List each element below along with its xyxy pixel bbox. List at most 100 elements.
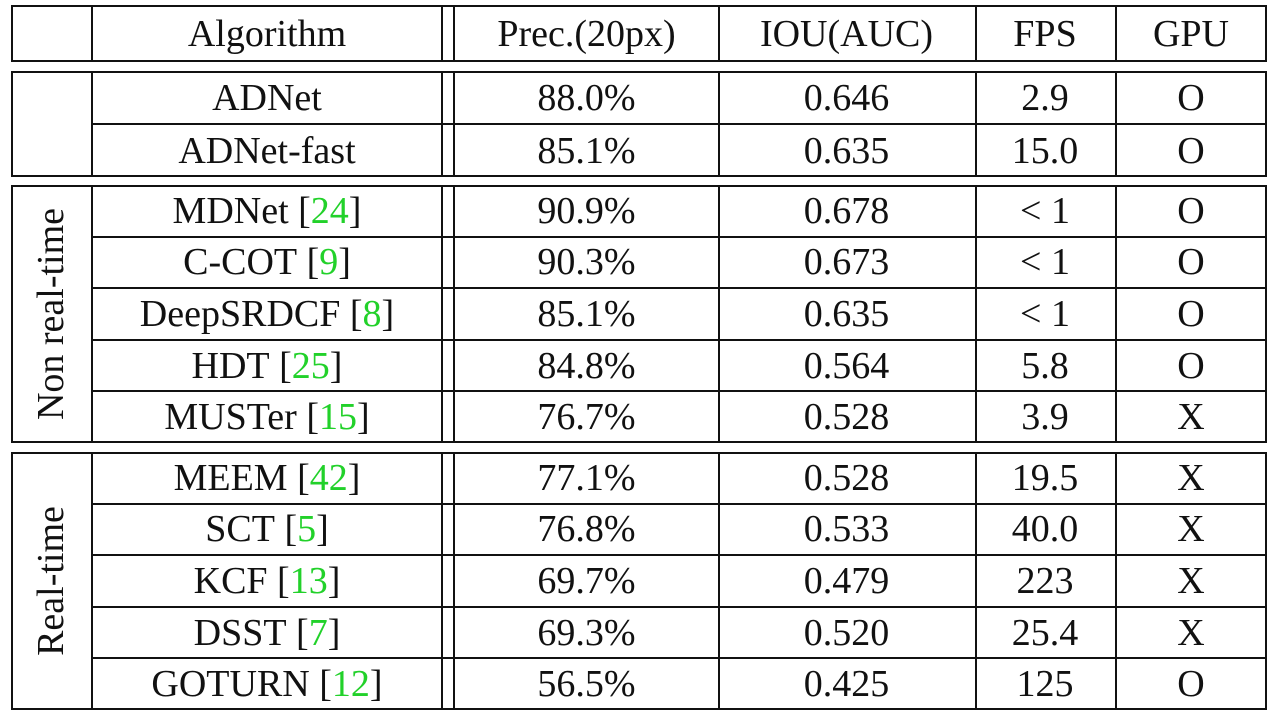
citation-link[interactable]: 7 (308, 611, 328, 654)
cell-gpu: O (1177, 344, 1205, 387)
cell-fps: 125 (1016, 663, 1074, 706)
citation-link[interactable]: 42 (309, 456, 348, 499)
citation-link[interactable]: 5 (297, 508, 317, 551)
column-divider (975, 185, 977, 443)
cell-algorithm: DSST [7] (193, 611, 341, 654)
cell-prec: 77.1% (537, 456, 636, 499)
cell-prec: 90.3% (537, 241, 636, 284)
algorithm-name: DeepSRDCF (139, 292, 341, 335)
column-divider (453, 185, 455, 443)
column-divider (1115, 185, 1117, 443)
algorithm-name: ADNet (212, 76, 322, 119)
column-divider (718, 185, 720, 443)
row-divider (91, 390, 1267, 393)
cell-iou: 0.678 (803, 189, 890, 232)
cell-gpu: O (1177, 663, 1205, 706)
citation-link[interactable]: 15 (318, 396, 357, 439)
row-divider (91, 554, 1267, 557)
cell-prec: 90.9% (537, 189, 636, 232)
row-divider (91, 123, 1267, 125)
column-divider (975, 452, 977, 710)
cell-algorithm: ADNet-fast (93, 124, 441, 177)
cell-algorithm: KCF [13] (193, 559, 341, 602)
citation-link[interactable]: 25 (291, 344, 330, 387)
column-divider (718, 452, 720, 710)
column-divider (441, 185, 443, 443)
cell-algorithm: ADNet (93, 71, 441, 124)
cell-iou: 0.528 (803, 396, 890, 439)
header-precision: Prec.(20px) (497, 12, 676, 55)
cell-iou: 0.479 (803, 559, 890, 602)
column-divider (718, 5, 720, 62)
cell-prec: 88.0% (537, 76, 636, 119)
cell-gpu: O (1177, 189, 1205, 232)
column-divider (91, 185, 93, 443)
cell-gpu: O (1177, 129, 1205, 172)
citation-link[interactable]: 24 (310, 189, 349, 232)
cell-gpu: O (1177, 292, 1205, 335)
cell-algorithm: SCT [5] (205, 508, 329, 551)
cell-iou: 0.635 (803, 129, 890, 172)
column-divider (1115, 5, 1117, 62)
algorithm-name: SCT (205, 508, 275, 551)
cell-fps: 15.0 (1011, 129, 1079, 172)
cell-gpu: X (1177, 559, 1205, 602)
group-label-text: Real-time (30, 506, 72, 656)
cell-gpu: X (1177, 396, 1205, 439)
row-divider (91, 605, 1267, 608)
citation-link[interactable]: 13 (289, 559, 328, 602)
cell-iou: 0.635 (803, 292, 890, 335)
algorithm-name: C-COT (183, 241, 298, 284)
header-frame (11, 5, 1267, 62)
group-label-text: Non real-time (30, 207, 72, 421)
cell-prec: 84.8% (537, 344, 636, 387)
cell-iou: 0.425 (803, 663, 890, 706)
cell-prec: 56.5% (537, 663, 636, 706)
cell-algorithm: C-COT [9] (183, 241, 351, 284)
cell-fps: 3.9 (1021, 396, 1069, 439)
algorithm-name: MEEM (173, 456, 288, 499)
cell-fps: 25.4 (1011, 611, 1079, 654)
row-divider (91, 338, 1267, 341)
group-label: Real-time (11, 452, 91, 710)
cell-iou: 0.673 (803, 241, 890, 284)
column-divider (91, 5, 93, 62)
cell-gpu: O (1177, 241, 1205, 284)
cell-algorithm: MDNet [24] (172, 189, 362, 232)
cell-fps: 5.8 (1021, 344, 1069, 387)
column-divider (1115, 452, 1117, 710)
algorithm-name: DSST (193, 611, 287, 654)
cell-gpu: X (1177, 456, 1205, 499)
cell-fps: 19.5 (1011, 456, 1079, 499)
cell-iou: 0.520 (803, 611, 890, 654)
column-divider (453, 5, 455, 62)
cell-prec: 85.1% (537, 129, 636, 172)
cell-prec: 69.7% (537, 559, 636, 602)
citation-link[interactable]: 8 (362, 292, 382, 335)
cell-fps: 2.9 (1021, 76, 1069, 119)
algorithm-name: MUSTer (164, 396, 297, 439)
cell-algorithm: MEEM [42] (173, 456, 361, 499)
cell-fps: 223 (1016, 559, 1074, 602)
algorithm-name: GOTURN (151, 663, 310, 706)
cell-algorithm: MUSTer [15] (164, 396, 370, 439)
cell-gpu: O (1177, 76, 1205, 119)
cell-prec: 76.8% (537, 508, 636, 551)
algorithm-name: ADNet-fast (178, 129, 356, 172)
algorithm-name: HDT (191, 344, 270, 387)
column-divider (453, 452, 455, 710)
header-gpu: GPU (1152, 12, 1230, 55)
row-divider (91, 657, 1267, 660)
algorithm-name: KCF (193, 559, 268, 602)
section-frame (11, 452, 1267, 710)
algorithm-name: MDNet (172, 189, 289, 232)
column-divider (441, 452, 443, 710)
cell-gpu: X (1177, 508, 1205, 551)
cell-fps: < 1 (1020, 189, 1070, 232)
cell-fps: 40.0 (1011, 508, 1079, 551)
column-divider (441, 5, 443, 62)
row-divider (91, 502, 1267, 505)
citation-link[interactable]: 12 (331, 663, 370, 706)
citation-link[interactable]: 9 (319, 241, 339, 284)
header-iou: IOU(AUC) (759, 12, 934, 55)
